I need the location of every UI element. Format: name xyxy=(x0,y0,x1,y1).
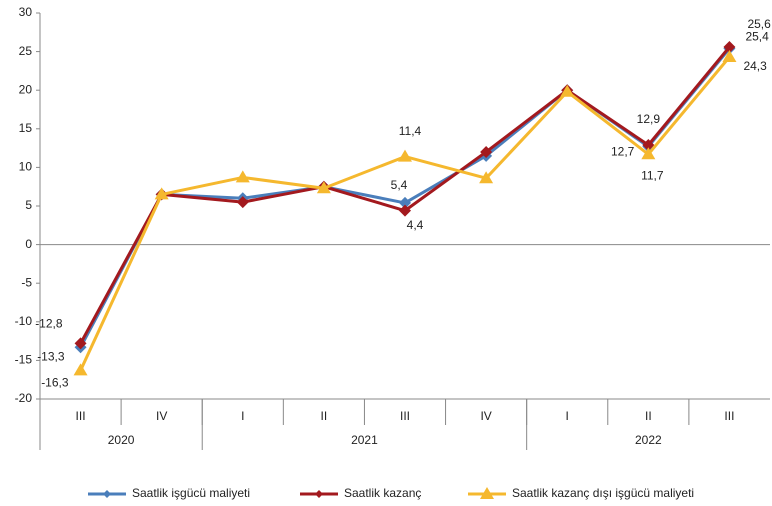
data-label: 25,4 xyxy=(745,30,769,44)
x-tick-label: II xyxy=(321,409,328,423)
legend-marker xyxy=(315,490,323,498)
y-tick-label: 0 xyxy=(25,237,32,251)
x-tick-label: I xyxy=(241,409,244,423)
y-tick-label: -15 xyxy=(15,353,33,367)
y-tick-label: 5 xyxy=(25,198,32,212)
x-tick-label: III xyxy=(76,409,86,423)
y-tick-label: 25 xyxy=(19,44,33,58)
data-point xyxy=(641,147,656,160)
x-tick-label: III xyxy=(400,409,410,423)
data-label: -12,8 xyxy=(35,317,63,331)
legend-label: Saatlik kazanç dışı işgücü maliyeti xyxy=(512,486,694,500)
data-point xyxy=(74,337,87,350)
data-label: 25,6 xyxy=(747,17,771,31)
data-point xyxy=(560,84,575,97)
data-label: 11,4 xyxy=(399,124,422,138)
data-point xyxy=(236,196,249,209)
legend-marker xyxy=(480,487,494,499)
data-point xyxy=(723,40,736,53)
data-label: -13,3 xyxy=(37,349,65,363)
data-label: 24,3 xyxy=(743,59,767,73)
y-tick-label: -5 xyxy=(21,275,32,289)
data-point xyxy=(399,204,411,217)
x-tick-label: II xyxy=(645,409,652,423)
y-tick-label: 15 xyxy=(19,121,33,135)
legend-marker xyxy=(103,490,111,498)
data-label: 12,9 xyxy=(637,112,661,126)
data-point xyxy=(398,149,412,162)
y-tick-label: -20 xyxy=(15,391,33,405)
data-label: 5,4 xyxy=(391,178,408,192)
data-point xyxy=(399,196,411,209)
year-label: 2021 xyxy=(351,433,378,447)
y-tick-label: 20 xyxy=(19,82,33,96)
x-tick-label: IV xyxy=(156,409,167,423)
year-label: 2022 xyxy=(635,433,662,447)
data-point xyxy=(154,187,169,200)
y-tick-label: 30 xyxy=(19,5,33,19)
data-point xyxy=(316,181,331,194)
data-label: -16,3 xyxy=(41,376,69,390)
x-tick-label: III xyxy=(724,409,734,423)
data-point xyxy=(479,171,494,184)
data-point xyxy=(73,363,88,376)
y-tick-label: 10 xyxy=(19,160,33,174)
x-tick-label: IV xyxy=(480,409,491,423)
data-point xyxy=(722,50,737,63)
x-tick-label: I xyxy=(566,409,569,423)
data-point xyxy=(480,145,493,158)
y-tick-label: -10 xyxy=(15,314,33,328)
data-label: 12,7 xyxy=(611,145,635,159)
data-label: 11,7 xyxy=(641,168,664,182)
data-label: 4,4 xyxy=(407,218,424,232)
series-line xyxy=(79,46,731,345)
legend-label: Saatlik kazanç xyxy=(344,486,421,500)
data-point xyxy=(642,139,655,152)
legend-label: Saatlik işgücü maliyeti xyxy=(132,486,250,500)
data-point xyxy=(235,170,250,183)
year-label: 2020 xyxy=(108,433,135,447)
